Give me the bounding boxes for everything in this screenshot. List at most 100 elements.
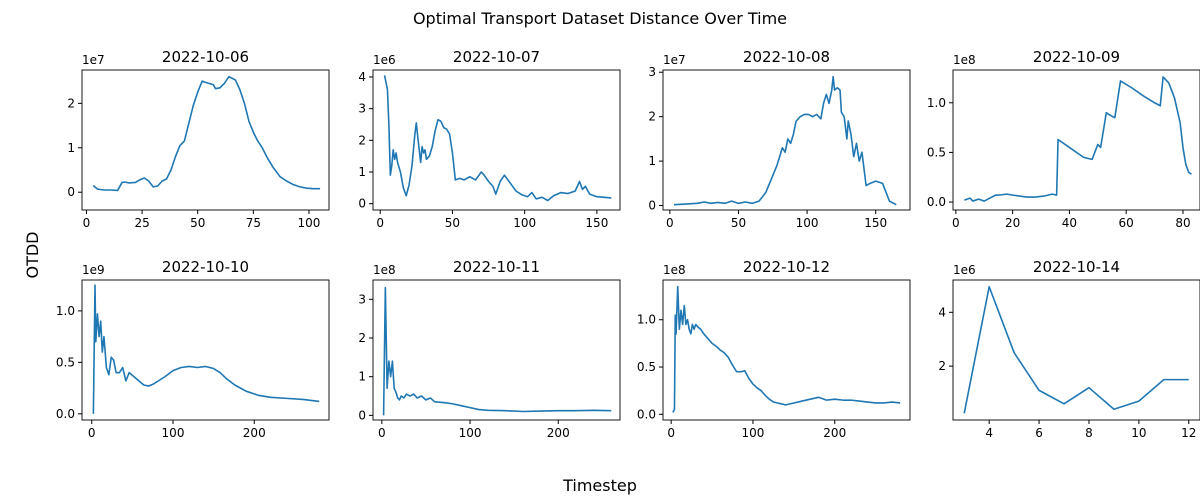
y-tick-label: 1.0 xyxy=(927,96,946,110)
x-tick-label: 12 xyxy=(1181,426,1196,440)
subplot-title: 2022-10-11 xyxy=(453,258,540,276)
x-tick-label: 8 xyxy=(1085,426,1093,440)
x-tick-label: 0 xyxy=(952,216,960,230)
subplot-2: 2022-10-07 1e6 0 50 100 150 0 1 2 3 4 xyxy=(358,48,621,230)
series-line xyxy=(382,286,612,416)
x-tick-label: 200 xyxy=(243,426,266,440)
y-tick-label: 0 xyxy=(358,197,366,211)
x-tick-label: 25 xyxy=(134,216,149,230)
subplot-title: 2022-10-08 xyxy=(743,48,830,66)
x-tick-label: 50 xyxy=(731,216,746,230)
x-tick-label: 100 xyxy=(162,426,185,440)
y-tick-label: 2 xyxy=(358,331,366,345)
y-tick-label: 4 xyxy=(358,70,366,84)
x-tick-label: 150 xyxy=(585,216,608,230)
axes-frame xyxy=(952,69,1200,211)
x-tick-label: 60 xyxy=(1119,216,1134,230)
y-tick-label: 3 xyxy=(648,65,656,79)
subplot-7: 2022-10-12 1e8 0 100 200 0.0 0.5 1.0 xyxy=(637,258,911,440)
axis-offset-label: 1e6 xyxy=(373,53,396,67)
x-tick-label: 80 xyxy=(1175,216,1190,230)
subplot-title: 2022-10-06 xyxy=(162,48,249,66)
figure-title: Optimal Transport Dataset Distance Over … xyxy=(413,9,787,28)
subplot-title: 2022-10-12 xyxy=(743,258,830,276)
series-line xyxy=(383,75,612,202)
x-tick-label: 0 xyxy=(83,216,91,230)
subplot-5: 2022-10-10 1e9 0 100 200 0.0 0.5 1.0 xyxy=(56,258,330,440)
axis-offset-label: 1e8 xyxy=(663,263,686,277)
axes-frame xyxy=(372,279,621,421)
figure-xlabel: Timestep xyxy=(562,476,637,495)
axes-frame xyxy=(662,279,911,421)
y-tick-label: 0.0 xyxy=(56,407,75,421)
axis-offset-label: 1e6 xyxy=(953,263,976,277)
axis-offset-label: 1e8 xyxy=(953,53,976,67)
axes-frame xyxy=(81,279,330,421)
y-tick-label: 0.5 xyxy=(637,360,656,374)
y-tick-label: 1 xyxy=(67,141,75,155)
y-tick-label: 0.5 xyxy=(56,355,75,369)
x-tick-label: 200 xyxy=(823,426,846,440)
y-tick-label: 2 xyxy=(67,96,75,110)
series-line xyxy=(963,285,1189,414)
subplot-3: 2022-10-08 1e7 0 50 100 150 0 1 2 3 xyxy=(648,48,911,230)
subplot-title: 2022-10-10 xyxy=(162,258,249,276)
series-line xyxy=(964,76,1192,202)
x-tick-label: 10 xyxy=(1131,426,1146,440)
series-line xyxy=(92,284,320,414)
subplot-8: 2022-10-14 1e6 4 6 8 10 12 2 4 xyxy=(938,258,1200,440)
y-tick-label: 2 xyxy=(358,133,366,147)
series-line xyxy=(672,285,901,413)
x-tick-label: 75 xyxy=(246,216,261,230)
x-tick-label: 200 xyxy=(547,426,570,440)
axes-frame xyxy=(372,69,621,211)
y-tick-label: 0 xyxy=(67,185,75,199)
subplot-1: 2022-10-06 1e7 0 25 50 75 100 0 1 2 xyxy=(67,48,330,230)
x-tick-label: 4 xyxy=(985,426,993,440)
y-tick-label: 2 xyxy=(938,359,946,373)
axes-frame xyxy=(662,69,911,211)
y-tick-label: 0.0 xyxy=(637,407,656,421)
y-tick-label: 2 xyxy=(648,110,656,124)
x-tick-label: 50 xyxy=(190,216,205,230)
x-tick-label: 20 xyxy=(1005,216,1020,230)
x-tick-label: 6 xyxy=(1035,426,1043,440)
y-tick-label: 3 xyxy=(358,102,366,116)
axis-offset-label: 1e7 xyxy=(82,53,105,67)
y-tick-label: 1.0 xyxy=(637,313,656,327)
x-tick-label: 0 xyxy=(88,426,96,440)
x-tick-label: 50 xyxy=(445,216,460,230)
y-tick-label: 1 xyxy=(358,370,366,384)
y-tick-label: 1 xyxy=(648,154,656,168)
x-tick-label: 100 xyxy=(298,216,321,230)
x-tick-label: 100 xyxy=(796,216,819,230)
subplot-title: 2022-10-07 xyxy=(453,48,540,66)
x-tick-label: 100 xyxy=(459,426,482,440)
x-tick-label: 0 xyxy=(666,216,674,230)
subplot-title: 2022-10-14 xyxy=(1033,258,1120,276)
y-tick-label: 1.0 xyxy=(56,304,75,318)
x-tick-label: 150 xyxy=(864,216,887,230)
axes-frame xyxy=(81,69,330,211)
axis-offset-label: 1e9 xyxy=(82,263,105,277)
y-tick-label: 0.5 xyxy=(927,145,946,159)
series-line xyxy=(92,75,321,192)
x-tick-label: 0 xyxy=(667,426,675,440)
y-tick-label: 0.0 xyxy=(927,195,946,209)
subplot-title: 2022-10-09 xyxy=(1033,48,1120,66)
axes-frame xyxy=(952,279,1200,421)
y-tick-label: 0 xyxy=(358,408,366,422)
x-tick-label: 0 xyxy=(378,426,386,440)
axis-offset-label: 1e8 xyxy=(373,263,396,277)
x-tick-label: 100 xyxy=(742,426,765,440)
y-tick-label: 3 xyxy=(358,292,366,306)
axis-offset-label: 1e7 xyxy=(663,53,686,67)
y-tick-label: 0 xyxy=(648,199,656,213)
subplot-6: 2022-10-11 1e8 0 100 200 0 1 2 3 xyxy=(358,258,621,440)
series-line xyxy=(673,75,897,206)
x-tick-label: 40 xyxy=(1062,216,1077,230)
y-tick-label: 4 xyxy=(938,305,946,319)
